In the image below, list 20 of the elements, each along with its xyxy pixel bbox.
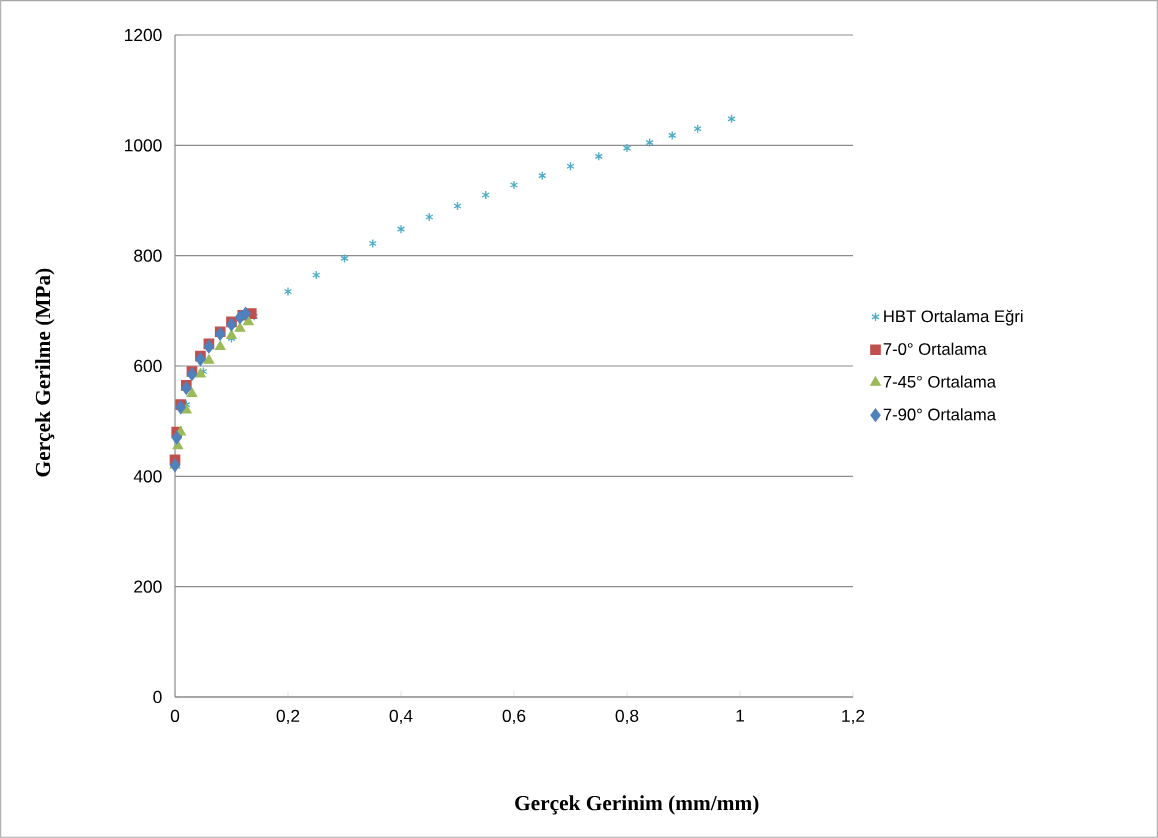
y-tick-label: 400 (133, 470, 162, 483)
legend-label: 7-0° Ortalama (883, 342, 987, 355)
x-axis-title: Gerçek Gerinim (mm/mm) (515, 795, 759, 815)
legend-label: 7-90° Ortalama (883, 408, 996, 421)
x-tick-label: 0,6 (502, 709, 526, 725)
legend-label: HBT Ortalama Eğri (884, 309, 1023, 326)
x-tick-label: 0,4 (389, 709, 413, 725)
x-tick-label: 1,2 (842, 709, 865, 725)
y-tick-label: 800 (134, 249, 162, 262)
y-tick-label: 1000 (125, 139, 162, 152)
y-axis-title: Gerçek Gerilme (MPa) (35, 268, 55, 477)
y-tick-label: 0 (153, 690, 162, 704)
y-tick-label: 200 (134, 580, 162, 593)
x-tick-label: 0,8 (615, 709, 639, 725)
x-tick-label: 1 (736, 709, 744, 722)
x-tick-label: 0,2 (276, 709, 300, 725)
x-tick-label: 0 (170, 709, 180, 722)
legend-label: 7-45° Ortalama (883, 375, 996, 388)
y-tick-label: 1200 (125, 28, 162, 42)
y-tick-label: 600 (134, 359, 162, 373)
